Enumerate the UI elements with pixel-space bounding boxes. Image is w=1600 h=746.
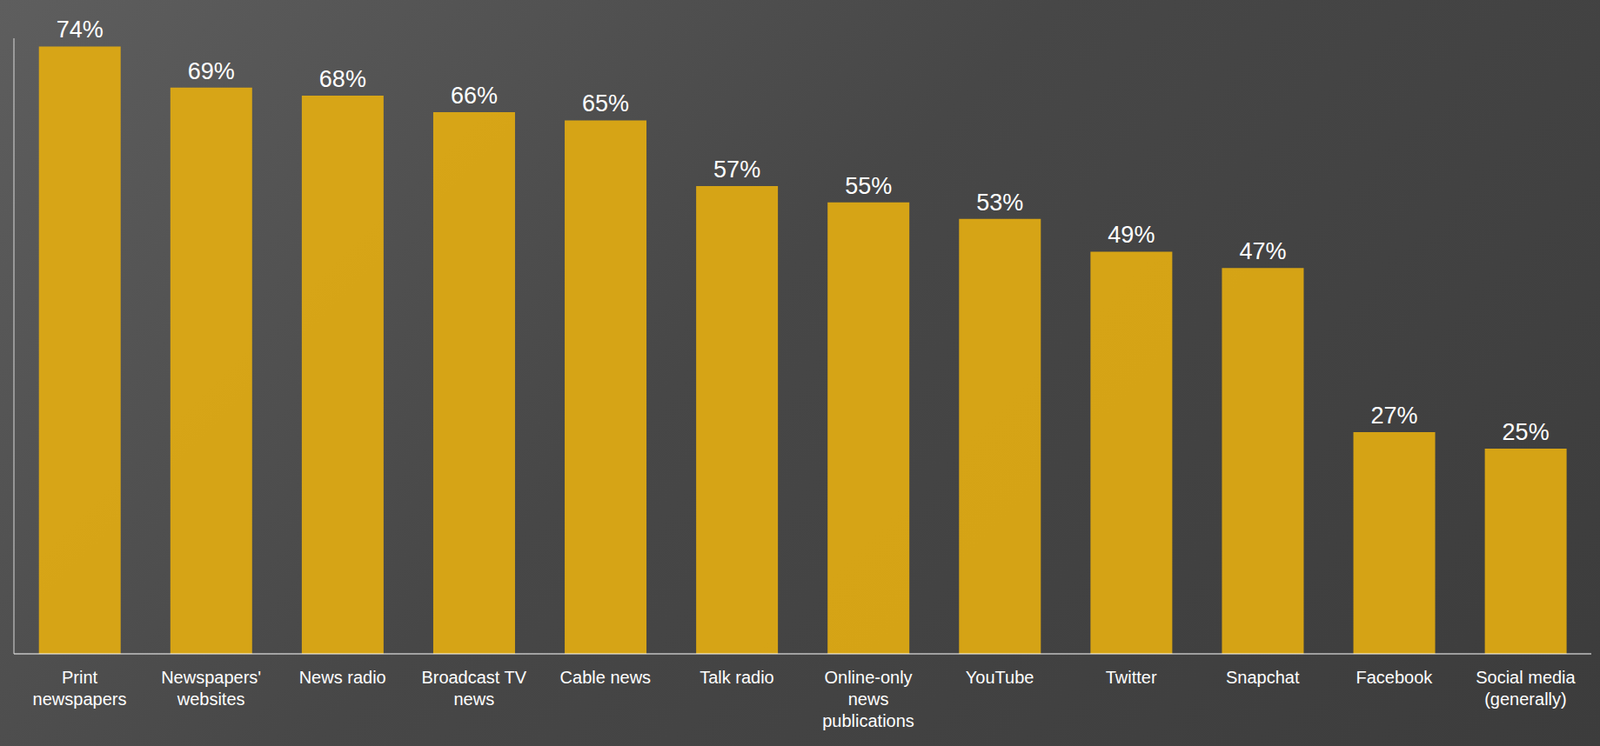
svg-text:News radio: News radio [299,668,387,688]
svg-text:27%: 27% [1371,402,1419,429]
svg-text:Broadcast TVnews: Broadcast TVnews [421,668,527,710]
svg-text:69%: 69% [187,58,235,85]
svg-text:Facebook: Facebook [1355,668,1433,688]
svg-text:Printnewspapers: Printnewspapers [33,668,128,710]
svg-text:Newspapers'websites: Newspapers'websites [160,668,262,710]
svg-text:74%: 74% [56,16,104,43]
svg-text:66%: 66% [450,82,498,109]
svg-text:Social media(generally): Social media(generally) [1475,668,1576,710]
svg-text:55%: 55% [844,173,892,200]
svg-text:Talk radio: Talk radio [699,668,775,688]
svg-text:Online-onlynewspublications: Online-onlynewspublications [822,668,915,731]
svg-text:Twitter: Twitter [1105,668,1158,688]
svg-text:YouTube: YouTube [965,668,1035,688]
svg-text:49%: 49% [1107,221,1155,248]
svg-text:68%: 68% [319,66,367,93]
svg-text:53%: 53% [976,189,1024,216]
svg-text:47%: 47% [1238,238,1286,265]
svg-text:57%: 57% [713,156,761,183]
svg-text:Cable news: Cable news [560,668,652,688]
svg-text:25%: 25% [1502,419,1550,446]
svg-text:65%: 65% [582,90,630,117]
svg-text:Snapchat: Snapchat [1225,668,1300,688]
